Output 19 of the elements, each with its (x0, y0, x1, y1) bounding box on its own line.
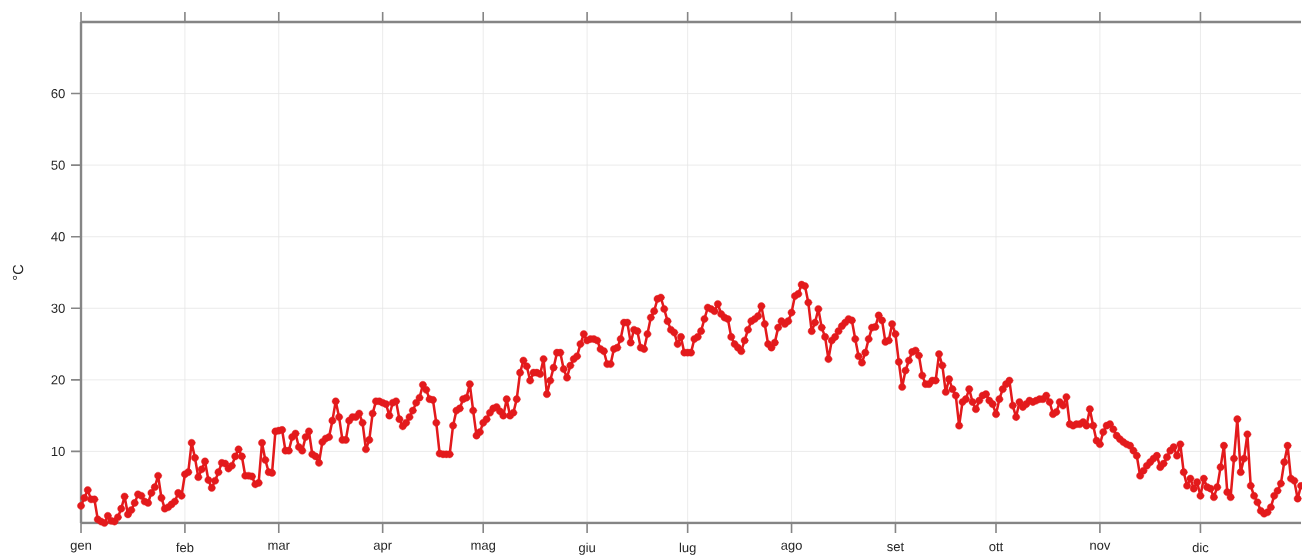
x-tick-label: mar (268, 542, 290, 550)
x-tick-label: ott (989, 542, 1004, 552)
x-tick-label: set (887, 542, 905, 552)
x-tick-label: ago (781, 542, 802, 553)
x-tick-label: gen (70, 542, 92, 553)
x-tick-label: feb (176, 542, 194, 553)
y-tick-label: 40 (51, 232, 65, 242)
x-tick-label: nov (1090, 542, 1111, 550)
x-tick-label: giu (578, 542, 595, 555)
y-axis-title: °C (12, 264, 24, 280)
x-tick-label: mag (471, 542, 496, 553)
y-tick-label: 60 (51, 88, 65, 99)
y-tick-label: 30 (51, 303, 65, 313)
x-tick-label: dic (1192, 542, 1209, 553)
x-tick-label: apr (373, 542, 392, 553)
x-tick-label: lug (679, 542, 696, 555)
y-tick-label: 20 (51, 375, 65, 385)
y-tick-label: 10 (51, 446, 65, 457)
y-tick-label: 50 (51, 160, 65, 170)
